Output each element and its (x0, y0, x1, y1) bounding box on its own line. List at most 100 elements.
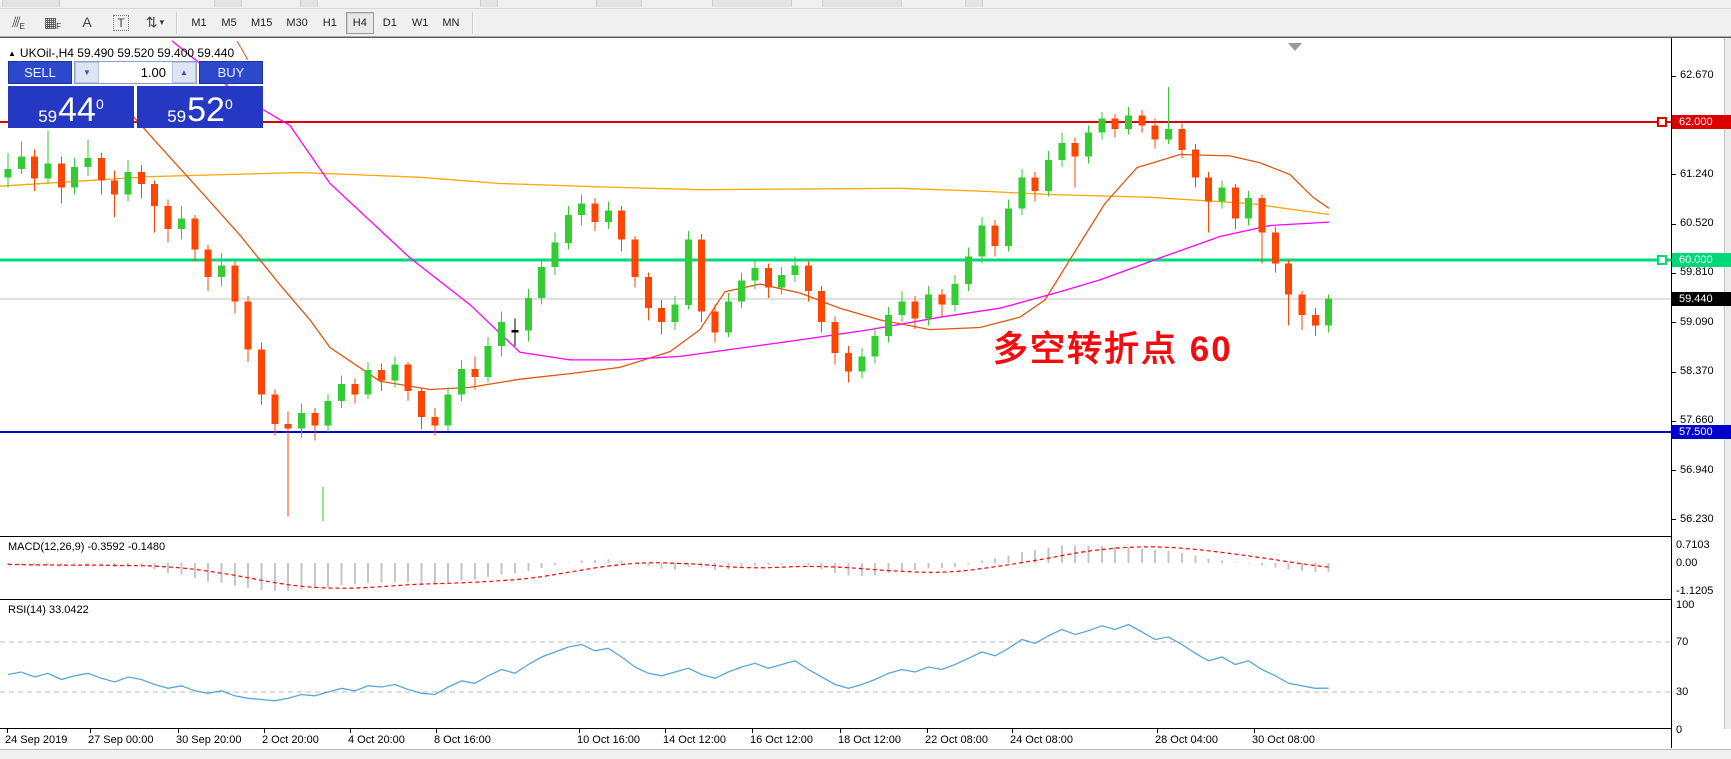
price-chart (0, 40, 1671, 521)
volume-decrease-button[interactable]: ▼ (75, 62, 99, 83)
price-axis-tick (1671, 372, 1676, 373)
price-axis-label: 57.660 (1680, 414, 1714, 426)
time-axis-tick (90, 729, 91, 733)
window-bottom-strip (0, 749, 1731, 759)
time-axis-tick (579, 729, 580, 733)
volume-increase-button[interactable]: ▲ (172, 62, 196, 83)
text-label-icon[interactable]: A (82, 14, 92, 30)
time-axis-tick (178, 729, 179, 733)
timeframe-button-m30[interactable]: M30 (280, 12, 313, 34)
chart-window: ▲ UKOil-,H4 59.490 59.520 59.400 59.440 S… (0, 37, 1731, 759)
time-axis-label: 10 Oct 16:00 (577, 734, 640, 746)
price-axis-tick (1671, 76, 1676, 77)
timeframe-button-m5[interactable]: M5 (215, 12, 243, 34)
buy-price-panel[interactable]: 59 52 0 (137, 86, 263, 128)
time-axis-tick (7, 729, 8, 733)
time-axis-label: 16 Oct 12:00 (750, 734, 813, 746)
price-badge: 57.500 (1672, 425, 1731, 439)
time-axis-tick (1157, 729, 1158, 733)
time-axis-tick (1254, 729, 1255, 733)
time-axis-separator (0, 728, 1672, 729)
time-axis-label: 14 Oct 12:00 (663, 734, 726, 746)
macd-indicator-label: MACD(12,26,9) -0.3592 -0.1480 (8, 541, 166, 553)
time-axis-label: 24 Sep 2019 (5, 734, 68, 746)
sell-price-panel[interactable]: 59 44 0 (8, 86, 134, 128)
time-axis-label: 24 Oct 08:00 (1010, 734, 1073, 746)
toolbar-separator (176, 11, 178, 34)
timeframe-button-h1[interactable]: H1 (316, 12, 344, 34)
rsi-axis-label: 0 (1676, 724, 1683, 736)
timeframe-button-d1[interactable]: D1 (376, 12, 404, 34)
time-axis-label: 18 Oct 12:00 (838, 734, 901, 746)
timeframe-button-mn[interactable]: MN (436, 12, 465, 34)
time-axis-tick (264, 729, 265, 733)
quote-open: 59.490 (77, 46, 114, 60)
price-axis-label: 58.370 (1680, 365, 1714, 377)
time-axis[interactable]: 24 Sep 2019 27 Sep 00:00 30 Sep 20:00 2 Oct… (0, 729, 1731, 749)
sell-price-big: 44 (58, 91, 96, 129)
time-axis-label: 2 Oct 20:00 (262, 734, 319, 746)
sell-price-sup: 0 (95, 96, 104, 112)
sell-button[interactable]: SELL (8, 61, 72, 84)
time-axis-tick (436, 729, 437, 733)
price-axis-tick (1671, 174, 1676, 175)
time-axis-label: 30 Oct 08:00 (1252, 734, 1315, 746)
timeframe-button-h4[interactable]: H4 (345, 11, 374, 34)
price-badge: 62.000 (1672, 115, 1731, 129)
time-axis-label: 30 Sep 20:00 (176, 734, 242, 746)
price-axis-label: 62.670 (1680, 69, 1714, 81)
time-axis-label: 8 Oct 16:00 (434, 734, 491, 746)
buy-price-small: 59 (167, 107, 187, 126)
window-right-strip (1724, 38, 1731, 749)
time-axis-tick (752, 729, 753, 733)
time-axis-label: 22 Oct 08:00 (925, 734, 988, 746)
sell-price-small: 59 (38, 107, 58, 126)
time-axis-tick (927, 729, 928, 733)
time-axis-tick (840, 729, 841, 733)
buy-price-sup: 0 (224, 96, 233, 112)
macd-panel-separator[interactable] (0, 536, 1672, 537)
time-axis-label: 4 Oct 20:00 (348, 734, 405, 746)
price-axis-tick (1671, 273, 1676, 274)
rsi-axis-label: 30 (1676, 686, 1689, 698)
rsi-axis-label: 100 (1676, 599, 1695, 611)
indicator-list-e-icon[interactable]: ⫻ E (12, 14, 25, 31)
chart-annotation-text: 多空转折点 60 (993, 330, 1233, 369)
price-axis-tick (1671, 322, 1676, 323)
macd-axis-label: 0.7103 (1676, 539, 1710, 551)
quote-close: 59.440 (197, 46, 235, 60)
price-axis-label: 56.230 (1680, 513, 1714, 525)
collapse-triangle-icon[interactable]: ▲ (8, 49, 16, 58)
window-top-strip (0, 0, 1731, 9)
price-axis-border (1671, 38, 1672, 748)
toolbar-separator (472, 11, 475, 34)
buy-button[interactable]: BUY (199, 61, 263, 84)
quote-high: 59.520 (117, 46, 155, 60)
symbol-period-label: UKOil-,H4 (19, 46, 74, 60)
price-axis-label: 59.810 (1680, 266, 1714, 278)
timeframe-button-m1[interactable]: M1 (185, 12, 213, 34)
arrow-objects-icon[interactable]: ⇅ ▾ (145, 14, 165, 30)
rsi-axis-label: 70 (1676, 636, 1689, 648)
time-axis-tick (1012, 729, 1013, 733)
macd-axis-label: -1.1205 (1676, 585, 1714, 597)
one-click-trading-panel: SELL ▼ ▲ BUY 59 44 0 59 52 0 (8, 61, 263, 128)
buy-price-big: 52 (187, 91, 225, 129)
rsi-chart (0, 623, 1671, 702)
text-box-icon[interactable]: T (106, 12, 136, 35)
price-axis-label: 59.090 (1680, 316, 1714, 328)
grid-f-icon[interactable]: ▦ F (43, 14, 62, 31)
macd-chart (7, 545, 1330, 591)
timeframe-button-w1[interactable]: W1 (406, 12, 435, 34)
timeframe-button-m15[interactable]: M15 (245, 12, 278, 34)
time-axis-tick (665, 729, 666, 733)
price-axis-tick (1671, 421, 1676, 422)
price-axis-tick (1671, 519, 1676, 520)
time-axis-tick (350, 729, 351, 733)
quote-header: ▲ UKOil-,H4 59.490 59.520 59.400 59.440 (8, 46, 234, 60)
rsi-panel-separator[interactable] (0, 599, 1672, 600)
volume-input[interactable] (99, 62, 172, 83)
price-axis-tick (1671, 470, 1676, 471)
time-axis-label: 27 Sep 00:00 (88, 734, 154, 746)
price-axis-label: 61.240 (1680, 168, 1714, 180)
